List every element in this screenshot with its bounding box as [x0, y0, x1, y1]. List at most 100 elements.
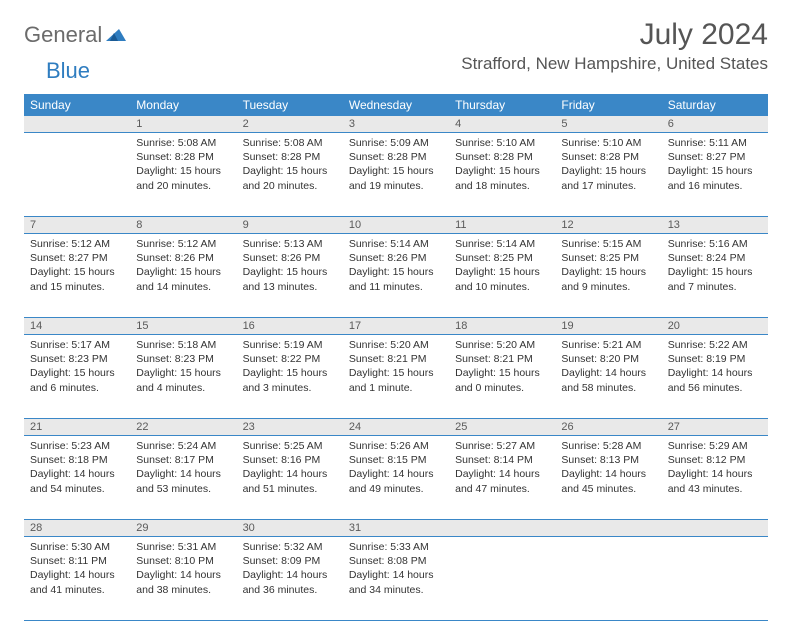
day-content: Sunrise: 5:18 AMSunset: 8:23 PMDaylight:…: [130, 335, 236, 401]
day-cell: Sunrise: 5:22 AMSunset: 8:19 PMDaylight:…: [662, 335, 768, 419]
sunrise-text: Sunrise: 5:17 AM: [30, 338, 124, 352]
sunset-text: Sunset: 8:10 PM: [136, 554, 230, 568]
daynum-row: 21222324252627: [24, 419, 768, 436]
day-cell: Sunrise: 5:15 AMSunset: 8:25 PMDaylight:…: [555, 234, 661, 318]
daylight-text-2: and 16 minutes.: [668, 179, 762, 193]
day-cell: Sunrise: 5:27 AMSunset: 8:14 PMDaylight:…: [449, 436, 555, 520]
day-content: Sunrise: 5:32 AMSunset: 8:09 PMDaylight:…: [237, 537, 343, 603]
daynum-row: 28293031: [24, 520, 768, 537]
sunset-text: Sunset: 8:14 PM: [455, 453, 549, 467]
daylight-text-2: and 43 minutes.: [668, 482, 762, 496]
month-title: July 2024: [461, 18, 768, 52]
daylight-text-1: Daylight: 15 hours: [561, 265, 655, 279]
day-content: Sunrise: 5:21 AMSunset: 8:20 PMDaylight:…: [555, 335, 661, 401]
day-content: Sunrise: 5:15 AMSunset: 8:25 PMDaylight:…: [555, 234, 661, 300]
logo-triangle-icon: [106, 25, 126, 46]
sunset-text: Sunset: 8:28 PM: [349, 150, 443, 164]
day-header: Tuesday: [237, 94, 343, 116]
day-content: Sunrise: 5:13 AMSunset: 8:26 PMDaylight:…: [237, 234, 343, 300]
day-content: Sunrise: 5:22 AMSunset: 8:19 PMDaylight:…: [662, 335, 768, 401]
daylight-text-2: and 10 minutes.: [455, 280, 549, 294]
daylight-text-2: and 45 minutes.: [561, 482, 655, 496]
daylight-text-1: Daylight: 15 hours: [136, 265, 230, 279]
daylight-text-1: Daylight: 14 hours: [349, 568, 443, 582]
sunset-text: Sunset: 8:15 PM: [349, 453, 443, 467]
day-number-cell: 2: [237, 116, 343, 133]
day-number-cell: 1: [130, 116, 236, 133]
daylight-text-1: Daylight: 14 hours: [561, 366, 655, 380]
day-number-cell: [24, 116, 130, 133]
day-content: Sunrise: 5:12 AMSunset: 8:26 PMDaylight:…: [130, 234, 236, 300]
day-number-cell: 5: [555, 116, 661, 133]
sunset-text: Sunset: 8:23 PM: [136, 352, 230, 366]
day-content: Sunrise: 5:23 AMSunset: 8:18 PMDaylight:…: [24, 436, 130, 502]
sunrise-text: Sunrise: 5:25 AM: [243, 439, 337, 453]
sunrise-text: Sunrise: 5:20 AM: [455, 338, 549, 352]
day-number-cell: 11: [449, 217, 555, 234]
daylight-text-1: Daylight: 14 hours: [455, 467, 549, 481]
daylight-text-2: and 41 minutes.: [30, 583, 124, 597]
week-row: Sunrise: 5:08 AMSunset: 8:28 PMDaylight:…: [24, 133, 768, 217]
daylight-text-2: and 56 minutes.: [668, 381, 762, 395]
daylight-text-2: and 15 minutes.: [30, 280, 124, 294]
day-cell: Sunrise: 5:30 AMSunset: 8:11 PMDaylight:…: [24, 537, 130, 621]
day-number-cell: 6: [662, 116, 768, 133]
day-number-cell: 9: [237, 217, 343, 234]
sunrise-text: Sunrise: 5:30 AM: [30, 540, 124, 554]
daylight-text-1: Daylight: 15 hours: [30, 265, 124, 279]
daylight-text-1: Daylight: 14 hours: [668, 366, 762, 380]
daylight-text-1: Daylight: 14 hours: [30, 568, 124, 582]
daylight-text-2: and 11 minutes.: [349, 280, 443, 294]
sunset-text: Sunset: 8:21 PM: [349, 352, 443, 366]
day-number-cell: 21: [24, 419, 130, 436]
sunset-text: Sunset: 8:27 PM: [668, 150, 762, 164]
daylight-text-2: and 6 minutes.: [30, 381, 124, 395]
sunrise-text: Sunrise: 5:13 AM: [243, 237, 337, 251]
sunrise-text: Sunrise: 5:11 AM: [668, 136, 762, 150]
day-cell: Sunrise: 5:24 AMSunset: 8:17 PMDaylight:…: [130, 436, 236, 520]
day-number-cell: 3: [343, 116, 449, 133]
sunset-text: Sunset: 8:28 PM: [455, 150, 549, 164]
daylight-text-1: Daylight: 15 hours: [349, 164, 443, 178]
daylight-text-2: and 3 minutes.: [243, 381, 337, 395]
daylight-text-1: Daylight: 15 hours: [668, 164, 762, 178]
sunset-text: Sunset: 8:18 PM: [30, 453, 124, 467]
day-number-cell: 10: [343, 217, 449, 234]
day-cell: Sunrise: 5:26 AMSunset: 8:15 PMDaylight:…: [343, 436, 449, 520]
day-content: Sunrise: 5:27 AMSunset: 8:14 PMDaylight:…: [449, 436, 555, 502]
day-cell: Sunrise: 5:08 AMSunset: 8:28 PMDaylight:…: [130, 133, 236, 217]
day-cell: Sunrise: 5:16 AMSunset: 8:24 PMDaylight:…: [662, 234, 768, 318]
sunrise-text: Sunrise: 5:10 AM: [561, 136, 655, 150]
sunrise-text: Sunrise: 5:20 AM: [349, 338, 443, 352]
day-number-cell: 30: [237, 520, 343, 537]
day-content: Sunrise: 5:28 AMSunset: 8:13 PMDaylight:…: [555, 436, 661, 502]
day-content: Sunrise: 5:11 AMSunset: 8:27 PMDaylight:…: [662, 133, 768, 199]
day-number-cell: 24: [343, 419, 449, 436]
day-content: Sunrise: 5:33 AMSunset: 8:08 PMDaylight:…: [343, 537, 449, 603]
sunset-text: Sunset: 8:22 PM: [243, 352, 337, 366]
day-content: Sunrise: 5:10 AMSunset: 8:28 PMDaylight:…: [449, 133, 555, 199]
day-cell: Sunrise: 5:10 AMSunset: 8:28 PMDaylight:…: [449, 133, 555, 217]
day-cell: Sunrise: 5:17 AMSunset: 8:23 PMDaylight:…: [24, 335, 130, 419]
day-content: Sunrise: 5:14 AMSunset: 8:25 PMDaylight:…: [449, 234, 555, 300]
title-block: July 2024 Strafford, New Hampshire, Unit…: [461, 18, 768, 74]
daylight-text-2: and 49 minutes.: [349, 482, 443, 496]
sunrise-text: Sunrise: 5:21 AM: [561, 338, 655, 352]
week-row: Sunrise: 5:30 AMSunset: 8:11 PMDaylight:…: [24, 537, 768, 621]
day-number-cell: 25: [449, 419, 555, 436]
day-number-cell: 4: [449, 116, 555, 133]
daylight-text-1: Daylight: 14 hours: [243, 568, 337, 582]
day-cell: Sunrise: 5:11 AMSunset: 8:27 PMDaylight:…: [662, 133, 768, 217]
daylight-text-2: and 17 minutes.: [561, 179, 655, 193]
daylight-text-1: Daylight: 14 hours: [243, 467, 337, 481]
sunrise-text: Sunrise: 5:12 AM: [30, 237, 124, 251]
logo: General: [24, 18, 128, 48]
daylight-text-1: Daylight: 15 hours: [349, 265, 443, 279]
day-cell: Sunrise: 5:31 AMSunset: 8:10 PMDaylight:…: [130, 537, 236, 621]
day-cell: Sunrise: 5:29 AMSunset: 8:12 PMDaylight:…: [662, 436, 768, 520]
daylight-text-2: and 38 minutes.: [136, 583, 230, 597]
daylight-text-1: Daylight: 15 hours: [455, 164, 549, 178]
day-number-cell: 15: [130, 318, 236, 335]
daylight-text-2: and 36 minutes.: [243, 583, 337, 597]
day-cell: Sunrise: 5:28 AMSunset: 8:13 PMDaylight:…: [555, 436, 661, 520]
